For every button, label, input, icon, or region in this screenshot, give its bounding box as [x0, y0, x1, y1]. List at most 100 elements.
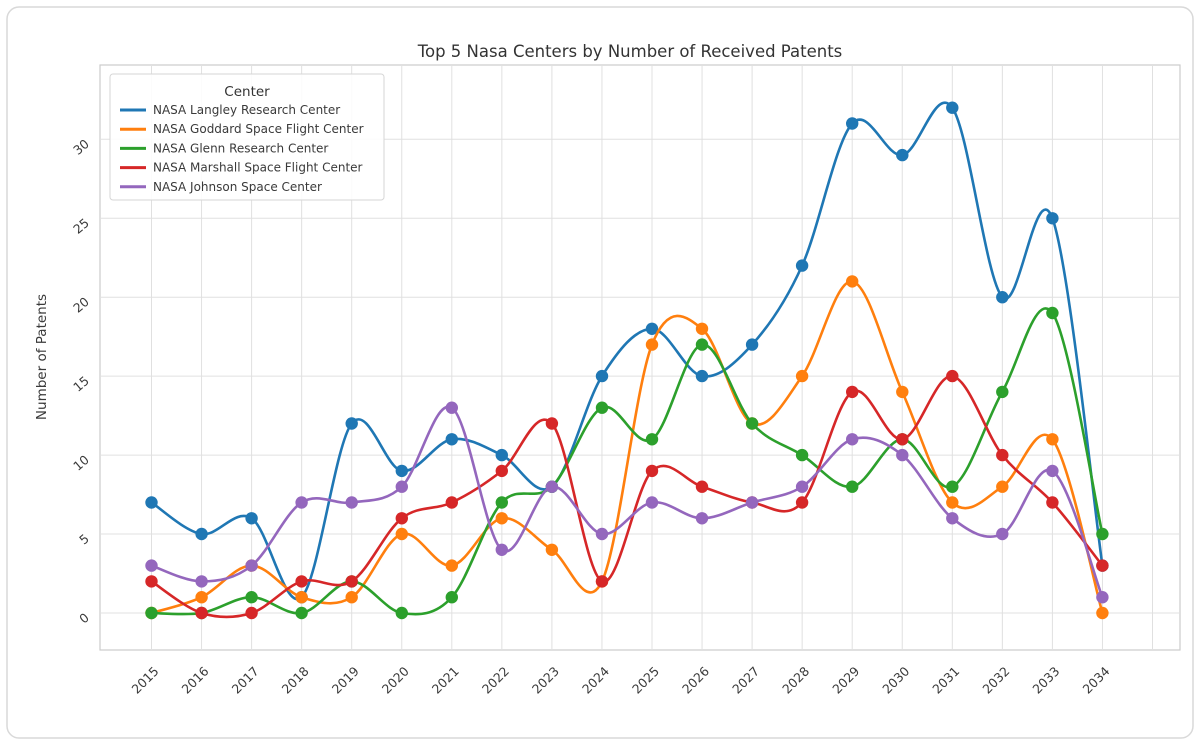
data-point: [645, 322, 659, 335]
legend-item: NASA Johnson Space Center: [120, 180, 322, 194]
data-point: [145, 496, 158, 509]
data-point: [745, 338, 759, 351]
data-point: [345, 591, 358, 604]
data-point: [896, 385, 909, 399]
data-point: [195, 606, 208, 620]
data-point: [946, 512, 959, 525]
data-point: [295, 591, 308, 604]
data-point: [996, 480, 1009, 493]
y-axis-label: Number of Patents: [34, 294, 50, 420]
legend-item-label: NASA Langley Research Center: [153, 103, 340, 117]
legend-item-label: NASA Johnson Space Center: [153, 180, 322, 194]
data-point: [896, 448, 909, 462]
data-point: [195, 575, 208, 588]
data-point: [695, 512, 709, 525]
data-point: [996, 385, 1009, 399]
data-point: [1046, 212, 1059, 225]
legend-box: [109, 73, 385, 201]
data-point: [595, 527, 609, 541]
data-point: [345, 496, 358, 509]
data-point: [946, 496, 959, 509]
data-point: [695, 322, 709, 335]
data-point: [846, 385, 859, 399]
data-point: [395, 464, 408, 478]
chart-title: Top 5 Nasa Centers by Number of Received…: [417, 42, 843, 61]
data-point: [245, 512, 258, 525]
legend-item: NASA Marshall Space Flight Center: [120, 161, 363, 175]
data-point: [896, 433, 909, 446]
data-point: [395, 512, 408, 525]
legend-item-label: NASA Glenn Research Center: [153, 141, 328, 155]
data-point: [345, 417, 358, 430]
data-point: [896, 148, 909, 162]
legend-item: NASA Langley Research Center: [120, 103, 340, 117]
data-point: [795, 369, 809, 383]
data-point: [846, 433, 859, 446]
data-point: [946, 369, 959, 383]
data-point: [695, 480, 709, 493]
data-point: [545, 543, 559, 556]
legend: Center NASA Langley Research CenterNASA …: [109, 73, 385, 201]
data-point: [946, 101, 959, 114]
data-point: [495, 464, 508, 478]
data-point: [495, 512, 508, 525]
data-point: [545, 417, 559, 430]
data-point: [145, 559, 158, 572]
data-point: [245, 606, 258, 620]
data-point: [595, 575, 609, 588]
data-point: [295, 606, 308, 620]
data-point: [445, 591, 458, 604]
data-point: [1096, 527, 1109, 541]
data-point: [795, 259, 809, 272]
series-layer: [145, 101, 1109, 620]
data-point: [145, 606, 158, 620]
data-point: [1046, 464, 1059, 478]
data-point: [145, 575, 158, 588]
data-point: [695, 338, 709, 351]
data-point: [1096, 591, 1109, 604]
data-point: [195, 527, 208, 541]
data-point: [295, 496, 308, 509]
data-point: [445, 559, 458, 572]
data-point: [846, 275, 859, 288]
data-point: [595, 401, 609, 414]
data-point: [1046, 496, 1059, 509]
data-point: [795, 448, 809, 462]
data-point: [946, 480, 959, 493]
data-point: [195, 591, 208, 604]
data-point: [645, 496, 659, 509]
data-point: [395, 606, 408, 620]
data-point: [846, 117, 859, 130]
data-point: [996, 291, 1009, 304]
data-point: [645, 338, 659, 351]
data-point: [745, 417, 759, 430]
series-nasa-marshall-space-flight-center: [145, 369, 1109, 620]
data-point: [1046, 306, 1059, 320]
data-point: [245, 559, 258, 572]
data-point: [495, 448, 508, 462]
data-point: [595, 369, 609, 383]
series-nasa-johnson-space-center: [145, 401, 1109, 604]
legend-items: NASA Langley Research Center NASA Goddard…: [120, 103, 364, 194]
data-point: [1046, 433, 1059, 446]
data-point: [345, 575, 358, 588]
data-point: [645, 433, 659, 446]
data-point: [395, 480, 408, 493]
data-point: [996, 448, 1009, 462]
data-point: [795, 496, 809, 509]
data-point: [445, 401, 458, 414]
data-point: [1096, 559, 1109, 572]
data-point: [745, 496, 759, 509]
data-point: [996, 527, 1009, 541]
data-point: [1096, 606, 1109, 620]
data-point: [695, 369, 709, 383]
legend-item-label: NASA Marshall Space Flight Center: [153, 161, 363, 175]
data-point: [495, 496, 508, 509]
data-point: [846, 480, 859, 493]
data-point: [295, 575, 308, 588]
series-line: [150, 101, 1104, 601]
data-point: [545, 480, 559, 493]
data-point: [445, 496, 458, 509]
